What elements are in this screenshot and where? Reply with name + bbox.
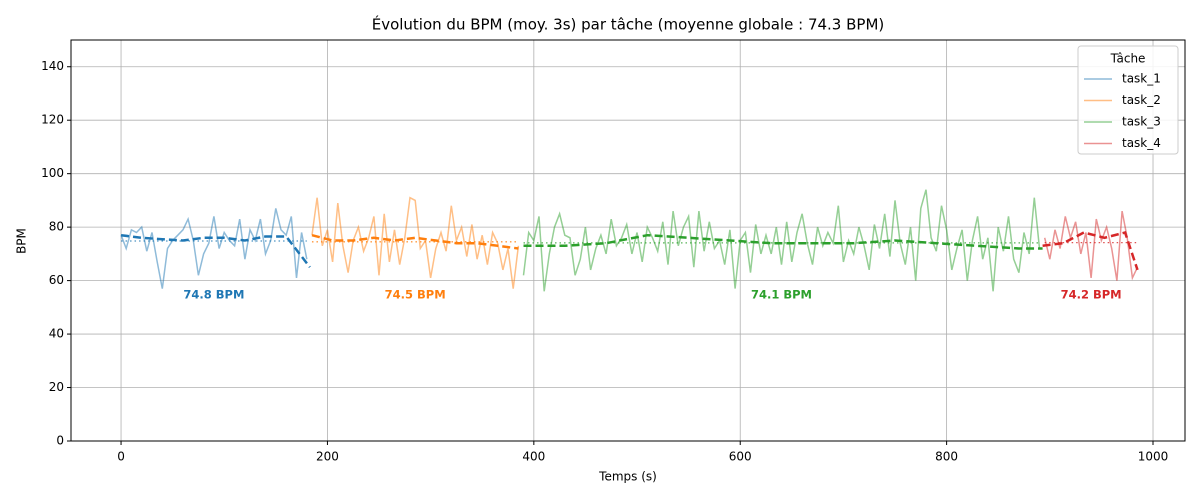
chart-title: Évolution du BPM (moy. 3s) par tâche (mo… [372,15,885,34]
x-tick-label: 600 [729,450,752,464]
plot-frame [70,39,1186,442]
x-tick-label: 200 [316,450,339,464]
y-tick-label: 120 [41,113,64,127]
mean-annotation: 74.1 BPM [751,288,812,302]
legend-label: task_1 [1122,72,1161,86]
legend-label: task_3 [1122,115,1161,129]
mean-annotation: 74.5 BPM [385,288,446,302]
y-tick-label: 20 [49,380,64,394]
legend-label: task_4 [1122,136,1161,150]
y-tick-label: 80 [49,220,64,234]
y-axis-label: BPM [15,228,29,254]
smooth-line [311,233,519,250]
y-tick-label: 140 [41,59,64,73]
y-tick-label: 40 [49,327,64,341]
y-tick-label: 100 [41,166,64,180]
x-axis-label: Temps (s) [598,470,657,484]
legend-label: task_2 [1122,93,1161,107]
smooth-line [1042,230,1139,271]
x-tick-label: 800 [935,450,958,464]
legend-box [1077,45,1179,155]
raw-line [311,196,520,289]
y-tick-label: 0 [56,434,64,448]
raw-line [1043,210,1139,281]
smooth-line [120,233,311,268]
y-tick-label: 60 [49,273,64,287]
raw-line [522,189,1041,292]
mean-annotation: 74.2 BPM [1061,288,1122,302]
raw-line [120,208,308,289]
x-tick-label: 400 [522,450,545,464]
x-tick-label: 0 [117,450,125,464]
mean-annotation: 74.8 BPM [183,288,244,302]
legend-title: Tâche [1110,52,1146,66]
x-tick-label: 1000 [1138,450,1169,464]
smooth-line [523,233,1043,250]
